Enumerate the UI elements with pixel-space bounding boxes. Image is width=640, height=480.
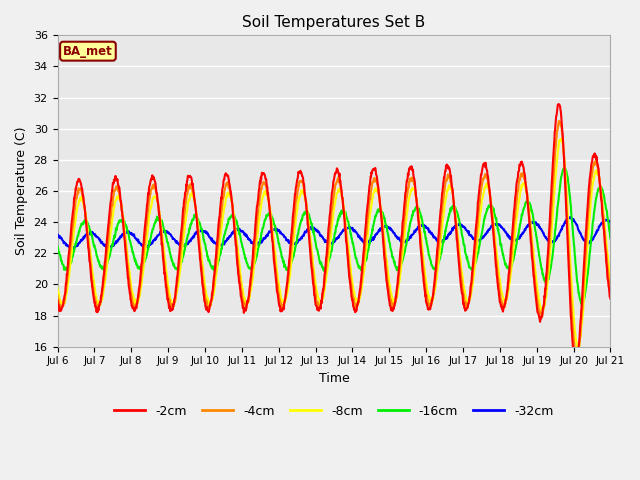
Text: BA_met: BA_met (63, 45, 113, 58)
X-axis label: Time: Time (319, 372, 349, 385)
Y-axis label: Soil Temperature (C): Soil Temperature (C) (15, 127, 28, 255)
Legend: -2cm, -4cm, -8cm, -16cm, -32cm: -2cm, -4cm, -8cm, -16cm, -32cm (109, 400, 559, 423)
Title: Soil Temperatures Set B: Soil Temperatures Set B (243, 15, 426, 30)
